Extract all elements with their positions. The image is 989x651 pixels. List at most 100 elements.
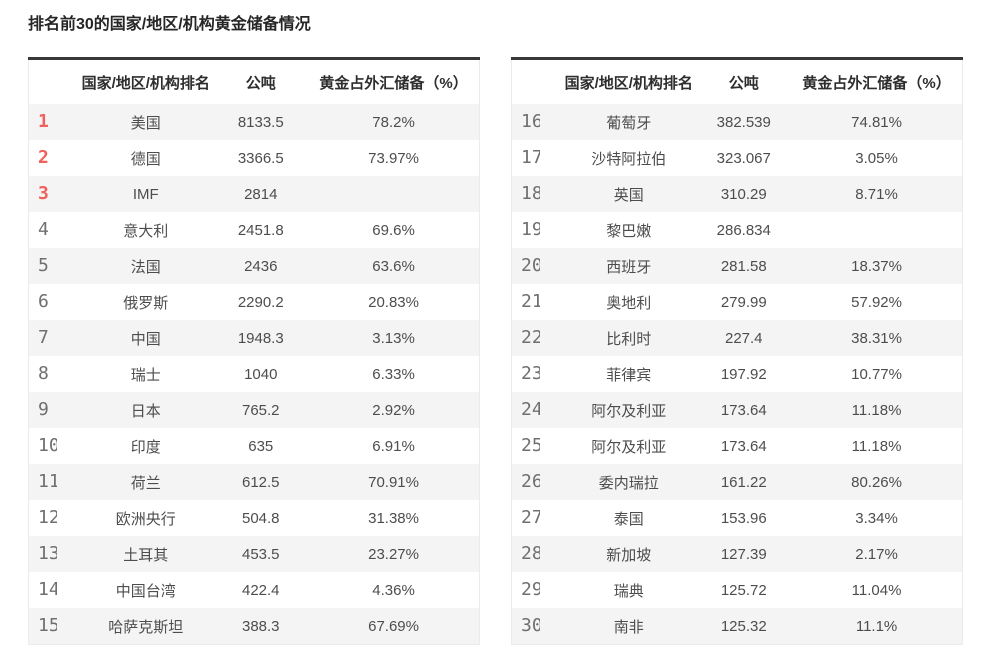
rank-number: 8 bbox=[38, 365, 49, 384]
pct-cell: 69.6% bbox=[372, 221, 415, 239]
rank-number: 9 bbox=[38, 401, 49, 420]
rank-cell: 30 bbox=[511, 608, 562, 645]
country-name-cell: 黎巴嫩 bbox=[606, 222, 652, 240]
name-column-header: 国家/地区/机构排名 bbox=[78, 58, 214, 104]
rank-cell: 17 bbox=[512, 140, 562, 176]
pct-cell: 67.69% bbox=[308, 608, 480, 645]
rank-cell: 10 bbox=[29, 428, 79, 464]
rank-number: 2 bbox=[38, 149, 49, 168]
rank-number: 27 bbox=[521, 509, 540, 528]
tonnes-cell: 2436 bbox=[213, 248, 309, 284]
country-name-cell: 荷兰 bbox=[78, 464, 214, 500]
table-row: 20 西班牙 281.58 18.37% bbox=[511, 248, 963, 284]
rank-cell: 8 bbox=[29, 356, 79, 392]
gold-table-right: 国家/地区/机构排名 公吨 黄金占外汇储备（%） 16 葡萄牙 382.539 74.… bbox=[511, 57, 963, 645]
table-row: 23 菲律宾 197.92 10.77% bbox=[512, 356, 963, 392]
table-row: 26 委内瑞拉 161.22 80.26% bbox=[511, 464, 963, 500]
rank-number: 19 bbox=[521, 221, 540, 240]
country-name-cell: 德国 bbox=[130, 150, 161, 168]
rank-cell: 4 bbox=[29, 212, 79, 248]
tonnes-cell: 1948.3 bbox=[213, 320, 309, 356]
table-row: 10 印度 635 6.91% bbox=[29, 428, 480, 464]
country-name-cell: 印度 bbox=[130, 438, 161, 456]
rank-cell: 27 bbox=[512, 500, 562, 536]
pct-cell: 73.97% bbox=[368, 149, 419, 167]
pct-cell: 31.38% bbox=[368, 509, 419, 527]
table-row: 21 奥地利 279.99 57.92% bbox=[512, 284, 963, 320]
table-row: 30 南非 125.32 11.1% bbox=[511, 608, 963, 645]
tonnes-cell: 286.834 bbox=[716, 221, 771, 239]
page-title: 排名前30的国家/地区/机构黄金储备情况 bbox=[28, 16, 311, 33]
pct-cell: 23.27% bbox=[308, 536, 480, 572]
rank-cell: 26 bbox=[511, 464, 562, 500]
country-name-cell: 葡萄牙 bbox=[561, 104, 697, 140]
table-row: 24 阿尔及利亚 173.64 11.18% bbox=[511, 392, 963, 428]
table-row: 4 意大利 2451.8 69.6% bbox=[29, 212, 480, 248]
pct-cell: 18.37% bbox=[791, 248, 963, 284]
country-name-cell: 俄罗斯 bbox=[123, 294, 169, 312]
table-row: 22 比利时 227.4 38.31% bbox=[511, 320, 963, 356]
rank-number: 1 bbox=[38, 113, 49, 132]
country-name-cell: 南非 bbox=[561, 608, 697, 645]
tonnes-cell: 635 bbox=[248, 437, 274, 455]
pct-cell: 38.31% bbox=[791, 320, 963, 356]
table-row: 18 英国 310.29 8.71% bbox=[511, 176, 963, 212]
country-name-cell: 比利时 bbox=[561, 320, 697, 356]
gold-reserves-table-ranks-1-15: 国家/地区/机构排名 公吨 黄金占外汇储备（%） 1 美国 8133.5 78.2% 2… bbox=[28, 57, 480, 645]
tonnes-cell: 323.067 bbox=[716, 149, 771, 167]
pct-cell: 11.18% bbox=[791, 392, 963, 428]
pct-cell bbox=[308, 176, 480, 212]
rank-number: 4 bbox=[38, 221, 49, 240]
rank-cell: 25 bbox=[512, 428, 562, 464]
gold-reserves-table-ranks-16-30: 国家/地区/机构排名 公吨 黄金占外汇储备（%） 16 葡萄牙 382.539 74.… bbox=[511, 57, 963, 645]
rank-number: 16 bbox=[521, 113, 540, 132]
table-row: 12 欧洲央行 504.8 31.38% bbox=[29, 500, 480, 536]
country-name-cell: 委内瑞拉 bbox=[561, 464, 697, 500]
tonnes-cell: 161.22 bbox=[696, 464, 792, 500]
pct-cell: 74.81% bbox=[791, 104, 963, 140]
pct-cell: 6.91% bbox=[372, 437, 415, 455]
rank-number: 7 bbox=[38, 329, 49, 348]
pct-cell: 63.6% bbox=[308, 248, 480, 284]
tonnes-cell: 504.8 bbox=[241, 509, 280, 527]
rank-cell: 22 bbox=[511, 320, 562, 356]
pct-cell: 10.77% bbox=[851, 365, 902, 383]
pct-cell: 4.36% bbox=[372, 581, 415, 599]
rank-number: 24 bbox=[521, 401, 540, 420]
tonnes-cell: 388.3 bbox=[213, 608, 309, 645]
tonnes-cell: 2290.2 bbox=[237, 293, 284, 311]
tonnes-cell: 197.92 bbox=[720, 365, 767, 383]
tonnes-cell: 153.96 bbox=[720, 509, 767, 527]
table-row: 25 阿尔及利亚 173.64 11.18% bbox=[512, 428, 963, 464]
table-row: 13 土耳其 453.5 23.27% bbox=[28, 536, 480, 572]
rank-number: 5 bbox=[38, 257, 49, 276]
pct-cell: 2.92% bbox=[308, 392, 480, 428]
country-name-cell: 奥地利 bbox=[606, 294, 652, 312]
rank-number: 20 bbox=[521, 257, 540, 276]
table-row: 6 俄罗斯 2290.2 20.83% bbox=[29, 284, 480, 320]
tonnes-cell: 310.29 bbox=[696, 176, 792, 212]
tonnes-cell: 1040 bbox=[244, 365, 278, 383]
rank-number: 17 bbox=[521, 149, 540, 168]
pct-cell: 3.13% bbox=[308, 320, 480, 356]
rank-number: 25 bbox=[521, 437, 540, 456]
country-name-cell: 美国 bbox=[78, 104, 214, 140]
rank-number: 13 bbox=[38, 545, 57, 564]
pct-cell: 2.17% bbox=[791, 536, 963, 572]
country-name-cell: 欧洲央行 bbox=[115, 510, 176, 528]
pct-cell: 70.91% bbox=[308, 464, 480, 500]
pct-cell bbox=[791, 212, 962, 248]
rank-number: 28 bbox=[521, 545, 540, 564]
rank-cell: 16 bbox=[511, 104, 562, 140]
rank-cell: 6 bbox=[29, 284, 79, 320]
table-header: 国家/地区/机构排名 公吨 黄金占外汇储备（%） bbox=[28, 58, 480, 104]
country-name-cell: 新加坡 bbox=[561, 536, 697, 572]
rank-cell: 2 bbox=[29, 140, 79, 176]
rank-cell: 18 bbox=[511, 176, 562, 212]
tonnes-cell: 227.4 bbox=[696, 320, 792, 356]
pct-cell: 57.92% bbox=[851, 293, 902, 311]
tonnes-cell: 422.4 bbox=[241, 581, 280, 599]
rank-number: 12 bbox=[38, 509, 57, 528]
tonnes-cell: 612.5 bbox=[213, 464, 309, 500]
country-name-cell: 意大利 bbox=[123, 222, 169, 240]
